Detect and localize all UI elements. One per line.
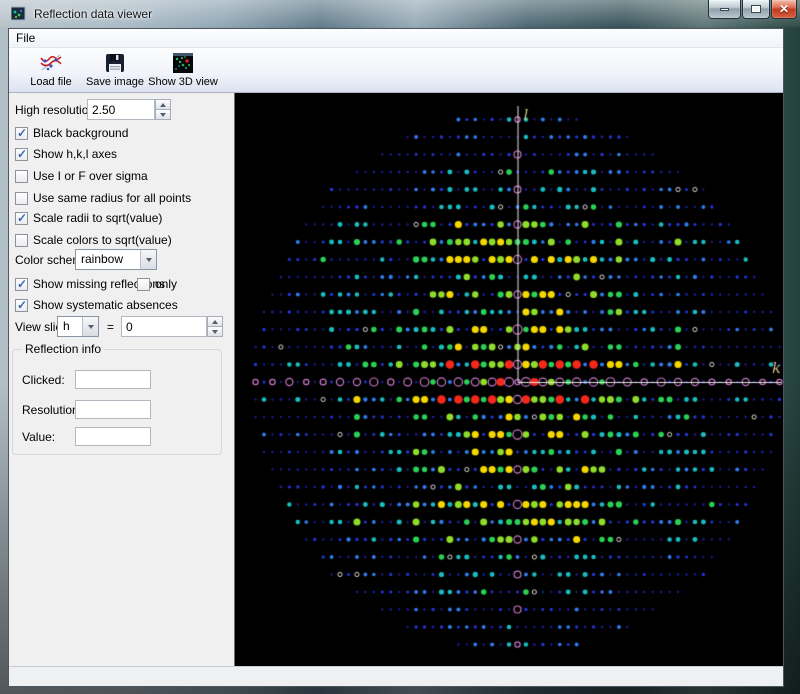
view-slice-equals: = <box>107 320 115 334</box>
load-file-label: Load file <box>30 76 72 88</box>
color-scheme-value: rainbow <box>81 252 124 266</box>
minimize-icon <box>720 7 729 11</box>
view-slice-input[interactable] <box>121 316 207 337</box>
chevron-down-icon <box>145 257 152 262</box>
show-3d-view-label: Show 3D view <box>148 76 218 88</box>
maximize-icon <box>751 5 761 13</box>
minimize-button[interactable] <box>708 0 741 19</box>
checkbox-box[interactable] <box>137 277 150 291</box>
checkbox-box[interactable] <box>15 211 28 225</box>
high-resolution-spinner <box>155 99 171 120</box>
reflection-info-title: Reflection info <box>22 342 105 356</box>
value-field[interactable] <box>75 427 151 446</box>
spin-down-button[interactable] <box>155 110 171 120</box>
arrow-down-icon <box>160 112 166 117</box>
statusbar <box>9 666 783 686</box>
checkbox-label: Use same radius for all points <box>33 191 192 205</box>
checkbox-label: Black background <box>33 126 129 140</box>
checkbox-label: Show missing reflections <box>33 277 166 291</box>
color-scheme-label: Color scheme: <box>15 253 93 267</box>
reflection-info-group: Reflection info Clicked: Resolution: Val… <box>12 342 222 455</box>
checkbox-box[interactable] <box>15 191 28 205</box>
checkbox-box[interactable] <box>15 233 28 247</box>
view-slice-axis-value: h <box>63 319 70 333</box>
close-button[interactable]: ✕ <box>771 0 797 19</box>
menubar: File <box>9 29 783 48</box>
viewer-area <box>234 93 783 666</box>
show-3d-view-button[interactable]: Show 3D view <box>147 48 219 88</box>
spin-up-button[interactable] <box>207 316 223 327</box>
close-icon: ✕ <box>778 2 790 16</box>
clicked-field[interactable] <box>75 370 151 389</box>
view-slice-spinner <box>207 316 223 337</box>
checkbox-label: Scale radii to sqrt(value) <box>33 211 163 225</box>
save-image-label: Save image <box>85 76 145 88</box>
color-scheme-select[interactable]: rainbow <box>75 249 157 270</box>
arrow-up-icon <box>212 319 218 324</box>
client-area: File Load file <box>8 28 784 687</box>
spin-up-button[interactable] <box>155 99 171 110</box>
menu-file[interactable]: File <box>16 31 36 45</box>
checkbox-box[interactable] <box>15 126 28 140</box>
control-panel: High resolution: Black background Show h… <box>9 93 234 666</box>
checkbox-scale-radii[interactable]: Scale radii to sqrt(value) <box>15 211 162 225</box>
checkbox-show-missing[interactable]: Show missing reflections <box>15 277 165 291</box>
maximize-button[interactable] <box>742 0 770 19</box>
checkbox-same-radius[interactable]: Use same radius for all points <box>15 191 191 205</box>
checkbox-label: Show systematic absences <box>33 298 178 312</box>
value-label: Value: <box>22 430 56 444</box>
checkbox-label: Scale colors to sqrt(value) <box>33 233 172 247</box>
checkbox-box[interactable] <box>15 277 28 291</box>
resolution-label: Resolution: <box>22 403 83 417</box>
load-file-icon <box>40 54 62 71</box>
checkbox-label: only <box>155 277 178 291</box>
checkbox-box[interactable] <box>15 298 28 312</box>
dropdown-button[interactable] <box>140 250 156 269</box>
dropdown-button[interactable] <box>82 317 98 336</box>
checkbox-missing-only[interactable]: only <box>137 277 177 291</box>
high-resolution-label: High resolution: <box>15 103 99 117</box>
window-title: Reflection data viewer <box>34 7 153 21</box>
checkbox-label: Show h,k,l axes <box>33 147 118 161</box>
checkbox-i-or-f-over-sigma[interactable]: Use I or F over sigma <box>15 169 148 183</box>
save-image-icon <box>106 54 124 72</box>
chevron-down-icon <box>87 324 94 329</box>
titlebar: Reflection data viewer ✕ <box>0 0 800 28</box>
reflection-plot[interactable] <box>235 93 783 666</box>
checkbox-show-systematic-absences[interactable]: Show systematic absences <box>15 298 178 312</box>
main-content: High resolution: Black background Show h… <box>9 93 783 666</box>
checkbox-box[interactable] <box>15 169 28 183</box>
high-resolution-input[interactable] <box>87 99 155 120</box>
arrow-down-icon <box>212 329 218 334</box>
arrow-up-icon <box>160 102 166 107</box>
toolbar: Load file Save image <box>9 48 783 93</box>
checkbox-box[interactable] <box>15 147 28 161</box>
view-slice-axis-select[interactable]: h <box>57 316 99 337</box>
clicked-label: Clicked: <box>22 373 65 387</box>
checkbox-black-background[interactable]: Black background <box>15 126 128 140</box>
save-image-button[interactable]: Save image <box>83 48 147 88</box>
load-file-button[interactable]: Load file <box>19 48 83 88</box>
show-3d-view-icon <box>173 53 193 73</box>
checkbox-label: Use I or F over sigma <box>33 169 148 183</box>
checkbox-show-hkl-axes[interactable]: Show h,k,l axes <box>15 147 117 161</box>
checkbox-scale-colors[interactable]: Scale colors to sqrt(value) <box>15 233 172 247</box>
resolution-field[interactable] <box>75 400 151 419</box>
spin-down-button[interactable] <box>207 327 223 337</box>
app-icon <box>11 6 26 21</box>
